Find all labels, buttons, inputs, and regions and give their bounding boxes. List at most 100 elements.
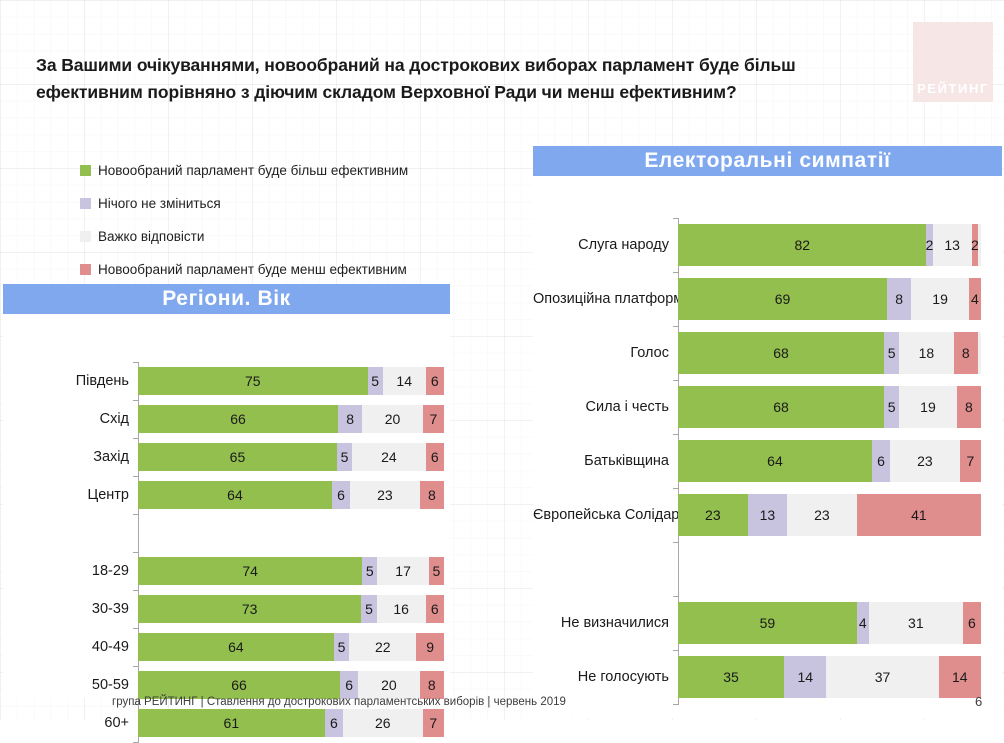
stacked-bar: 35 14 37 14: [678, 656, 981, 698]
stacked-bar: 69 8 19 4: [678, 278, 981, 320]
axis-tick: [673, 488, 679, 489]
bar-segment-value: 75: [244, 373, 261, 389]
axis-tick: [673, 272, 679, 273]
bar-segment-2: 37: [826, 656, 939, 698]
footer-source: група РЕЙТИНГ | Ставлення до дострокових…: [112, 696, 566, 708]
bar-segment-value: 23: [917, 453, 933, 469]
bar-segment-value: 5: [340, 449, 349, 465]
bar-segment-1: 6: [871, 440, 891, 482]
bar-segment-value: 6: [430, 373, 439, 389]
chart-row-label: Захід: [93, 449, 129, 465]
chart-row-label: Європейська Солідарність: [533, 507, 712, 523]
bar-segment-value: 6: [337, 487, 345, 503]
chart-row: Захід 65 5 24 6: [3, 438, 450, 476]
bar-segment-value: 64: [767, 453, 783, 469]
bar-segment-value: 74: [242, 563, 258, 579]
bar-segment-0: 73: [138, 595, 362, 623]
bar-segment-value: 6: [877, 453, 885, 469]
bar-segment-value: 6: [967, 615, 976, 631]
bar-segment-value: 9: [426, 639, 435, 655]
bar-segment-value: 6: [430, 449, 439, 465]
bar-segment-3: 6: [425, 443, 444, 471]
bar-segment-value: 69: [774, 291, 791, 307]
bar-segment-value: 59: [759, 615, 776, 631]
chart-row-label: Слуга народу: [578, 237, 669, 253]
bar-segment-1: 5: [361, 595, 377, 623]
bar-segment-value: 17: [395, 563, 411, 579]
chart-legend: Новообраний парламент буде більш ефектив…: [80, 154, 480, 286]
axis-tick: [133, 704, 139, 705]
legend-item-label: Важко відповісти: [98, 229, 205, 244]
bar-segment-0: 64: [678, 440, 872, 482]
bar-segment-1: 5: [884, 386, 900, 428]
chart-row: Європейська Солідарність 23 13 23 41: [533, 488, 1002, 542]
bar-segment-3: 6: [425, 595, 444, 623]
bar-segment-value: 13: [759, 507, 776, 523]
stacked-bar: 59 4 31 6: [678, 602, 981, 644]
bar-segment-value: 37: [874, 669, 891, 685]
bar-segment-3: 7: [422, 405, 445, 433]
bar-segment-value: 35: [723, 669, 739, 685]
legend-item-label: Нічого не зміниться: [98, 196, 221, 211]
chart-row-label: Голос: [630, 345, 669, 361]
stacked-bar: 68 5 18 8: [678, 332, 981, 374]
bar-segment-2: 14: [382, 367, 426, 395]
chart-row: Не визначилися 59 4 31 6: [533, 596, 1002, 650]
bar-segment-value: 8: [961, 345, 970, 361]
stacked-bar: [138, 519, 444, 547]
bar-segment-value: 23: [814, 507, 830, 523]
bar-segment-value: 66: [230, 411, 246, 427]
bar-segment-3: 8: [419, 671, 444, 699]
panel-regions-age: Регіони. Вік Південь 75 5 14 6 Схід 66 8 20 7 Захі…: [3, 284, 450, 743]
chart-row: Південь 75 5 14 6: [3, 362, 450, 400]
bar-segment-1: 5: [333, 633, 350, 661]
stacked-bar: [678, 548, 981, 590]
bar-segment-value: 8: [964, 399, 973, 415]
bar-segment-value: 82: [794, 237, 811, 253]
panel-regions-age-banner: Регіони. Вік: [3, 284, 450, 314]
chart-row-label: Сила і честь: [585, 399, 669, 415]
chart-row-spacer: [3, 514, 450, 552]
bar-segment-0: 59: [678, 602, 857, 644]
axis-tick: [673, 218, 679, 219]
bar-segment-2: 20: [358, 671, 420, 699]
bar-segment-value: 5: [887, 345, 896, 361]
chart-row-label: Не визначилися: [560, 615, 669, 631]
bar-segment-value: 5: [337, 639, 346, 655]
bar-segment-value: 61: [223, 715, 240, 731]
bar-segment-1: 13: [747, 494, 788, 536]
panel-electoral-sympathies-title: Електоральні симпатії: [644, 149, 891, 172]
axis-tick: [133, 362, 139, 363]
bar-segment-value: 31: [908, 615, 924, 631]
bar-segment-2: 19: [899, 386, 957, 428]
bar-segment-3: 4: [968, 278, 981, 320]
bar-segment-1: 5: [336, 443, 353, 471]
bar-segment-value: 2: [970, 237, 979, 253]
chart-row: Батьківщина 64 6 23 7: [533, 434, 1002, 488]
bar-segment-value: 24: [381, 449, 397, 465]
bar-segment-value: 66: [231, 677, 247, 693]
stacked-bar: 64 6 23 8: [138, 481, 444, 509]
bar-segment-value: 18: [918, 345, 935, 361]
bar-segment-value: 5: [887, 399, 896, 415]
bar-segment-value: 7: [429, 411, 438, 427]
page-number: 6: [975, 694, 983, 709]
bar-segment-2: 19: [911, 278, 969, 320]
legend-item-less_effective: Новообраний парламент буде менш ефективн…: [80, 253, 480, 286]
bar-segment-1: 6: [331, 481, 351, 509]
axis-tick: [133, 552, 139, 553]
stacked-bar: 61 6 26 7: [138, 709, 444, 737]
bar-segment-value: 13: [944, 237, 960, 253]
bar-segment-value: 41: [911, 507, 927, 523]
bar-segment-value: 23: [377, 487, 393, 503]
bar-segment-2: 17: [377, 557, 429, 585]
bar-segment-value: 22: [374, 639, 391, 655]
chart-electoral-sympathies: Слуга народу 82 2 13 2 Опозиційна платформа 69…: [533, 176, 1002, 718]
panel-regions-age-body: Південь 75 5 14 6 Схід 66 8 20 7 Захід 65 5 24 6 Центр 6…: [3, 314, 450, 743]
stacked-bar: 64 6 23 7: [678, 440, 981, 482]
axis-tick: [133, 476, 139, 477]
axis-tick: [673, 434, 679, 435]
bar-segment-3: 2: [970, 224, 979, 266]
stacked-bar: 82 2 13 2: [678, 224, 981, 266]
chart-row-label: Батьківщина: [584, 453, 669, 469]
